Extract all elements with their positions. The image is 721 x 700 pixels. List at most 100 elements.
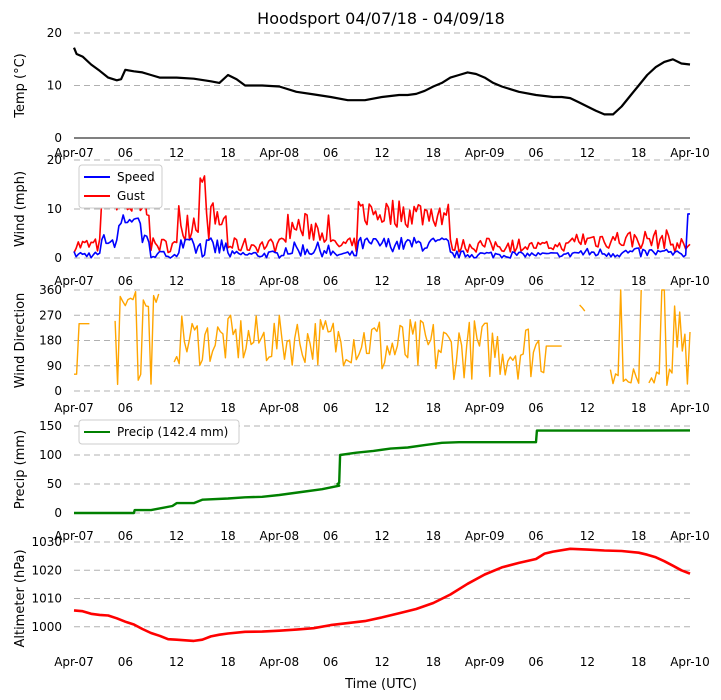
panel-3: 0 90 180 270 360 Apr-07 06 12 18 Apr-08 06 12 18 Apr-… [13, 283, 710, 415]
x-tick-label: Apr-10 [670, 274, 710, 288]
gust-line [73, 174, 691, 254]
direction-line [74, 323, 90, 375]
y-tick-label: 50 [47, 477, 62, 491]
x-tick-label: 06 [528, 529, 543, 543]
x-tick-label: Apr-09 [465, 274, 505, 288]
x-tick-label: 18 [220, 146, 235, 160]
x-tick-label: 18 [426, 146, 441, 160]
altimeter-line [73, 547, 691, 643]
x-tick-label: Apr-09 [465, 655, 505, 669]
x-tick-label: 18 [220, 655, 235, 669]
x-tick-label: 12 [169, 146, 184, 160]
precip-line [74, 429, 691, 515]
x-tick-label: 12 [374, 274, 389, 288]
direction-line [609, 289, 642, 385]
x-tick-label: 12 [169, 274, 184, 288]
direction-line [648, 289, 691, 386]
x-tick-label: 06 [323, 274, 338, 288]
y-tick-label: 10 [47, 79, 62, 93]
y-axis-label: Precip (mm) [13, 430, 28, 509]
precip-legend: Precip (142.4 mm) [78, 419, 240, 445]
x-tick-label: Apr-09 [465, 529, 505, 543]
y-axis-label: Wind (mph) [13, 171, 28, 247]
x-tick-label: Apr-07 [54, 655, 94, 669]
direction-line [114, 291, 160, 386]
x-tick-label: Apr-08 [260, 529, 300, 543]
x-tick-label: 18 [220, 401, 235, 415]
y-tick-label: 270 [39, 308, 62, 322]
direction-line [173, 314, 562, 381]
y-tick-label: 90 [47, 359, 62, 373]
x-tick-label: 18 [631, 529, 646, 543]
x-tick-label: 18 [426, 529, 441, 543]
x-axis-label: Time (UTC) [344, 677, 417, 692]
x-tick-label: Apr-08 [260, 401, 300, 415]
y-tick-label: 0 [54, 251, 62, 265]
legend-box [78, 419, 240, 445]
panel-4: 0 50 100 150 Apr-07 06 12 18 Apr-08 06 12 18 Apr-09 0… [13, 419, 710, 543]
x-tick-label: 18 [220, 529, 235, 543]
direction-line [579, 304, 586, 312]
x-tick-label: 06 [528, 655, 543, 669]
speed-line [73, 213, 690, 259]
y-tick-label: 1030 [31, 535, 62, 549]
x-tick-label: 12 [374, 529, 389, 543]
x-tick-label: 06 [323, 146, 338, 160]
x-tick-label: 18 [426, 401, 441, 415]
x-tick-label: Apr-07 [54, 274, 94, 288]
x-tick-label: 12 [580, 146, 595, 160]
x-tick-label: 12 [169, 655, 184, 669]
legend-box [78, 164, 163, 209]
y-tick-label: 20 [47, 26, 62, 40]
x-tick-label: 12 [374, 401, 389, 415]
panel-1: 0 10 20 Apr-07 06 12 18 Apr-08 06 12 18 Apr-09 06 12 1… [13, 26, 710, 160]
x-tick-label: 12 [374, 146, 389, 160]
x-tick-label: 12 [580, 529, 595, 543]
y-axis-label: Temp (°C) [13, 53, 28, 119]
y-tick-label: 360 [39, 283, 62, 297]
y-tick-label: 1000 [31, 620, 62, 634]
y-tick-label: 0 [54, 506, 62, 520]
x-tick-label: 18 [426, 274, 441, 288]
y-tick-label: 1010 [31, 592, 62, 606]
x-tick-label: 12 [580, 655, 595, 669]
x-tick-label: 06 [118, 146, 133, 160]
x-tick-label: Apr-10 [670, 146, 710, 160]
panel-2: 0 10 20 Apr-07 06 12 18 Apr-08 06 12 18 Apr-09 06 12 1… [13, 153, 710, 288]
x-tick-label: 18 [426, 655, 441, 669]
x-tick-label: 06 [323, 529, 338, 543]
x-tick-label: 18 [631, 274, 646, 288]
wind-legend: Speed Gust [78, 164, 163, 209]
y-tick-label: 10 [47, 202, 62, 216]
x-tick-label: 12 [169, 401, 184, 415]
x-tick-label: 12 [169, 529, 184, 543]
x-tick-label: Apr-07 [54, 529, 94, 543]
x-tick-label: Apr-08 [260, 146, 300, 160]
x-tick-label: 18 [631, 146, 646, 160]
y-tick-label: 1020 [31, 563, 62, 577]
x-tick-label: 06 [528, 401, 543, 415]
x-tick-label: 06 [118, 529, 133, 543]
x-tick-label: 06 [528, 146, 543, 160]
x-tick-label: Apr-09 [465, 401, 505, 415]
x-tick-label: Apr-10 [670, 401, 710, 415]
temp-line [72, 47, 691, 116]
x-tick-label: 12 [374, 655, 389, 669]
x-tick-label: Apr-09 [465, 146, 505, 160]
x-tick-label: Apr-08 [260, 274, 300, 288]
x-tick-label: Apr-07 [54, 146, 94, 160]
x-tick-label: 18 [631, 401, 646, 415]
y-tick-label: 150 [39, 419, 62, 433]
x-tick-label: 18 [220, 274, 235, 288]
y-tick-label: 0 [54, 131, 62, 145]
legend-speed-label: Speed [117, 170, 155, 184]
x-tick-label: 06 [118, 274, 133, 288]
x-tick-label: 06 [118, 655, 133, 669]
y-tick-label: 0 [54, 384, 62, 398]
x-tick-label: 12 [580, 401, 595, 415]
legend-gust-label: Gust [117, 189, 145, 203]
panel-5: 1000 1010 1020 1030 Apr-07 06 12 18 Apr-08 06 12 18… [13, 535, 710, 669]
x-tick-label: 18 [631, 655, 646, 669]
x-tick-label: Apr-10 [670, 655, 710, 669]
x-tick-label: Apr-08 [260, 655, 300, 669]
